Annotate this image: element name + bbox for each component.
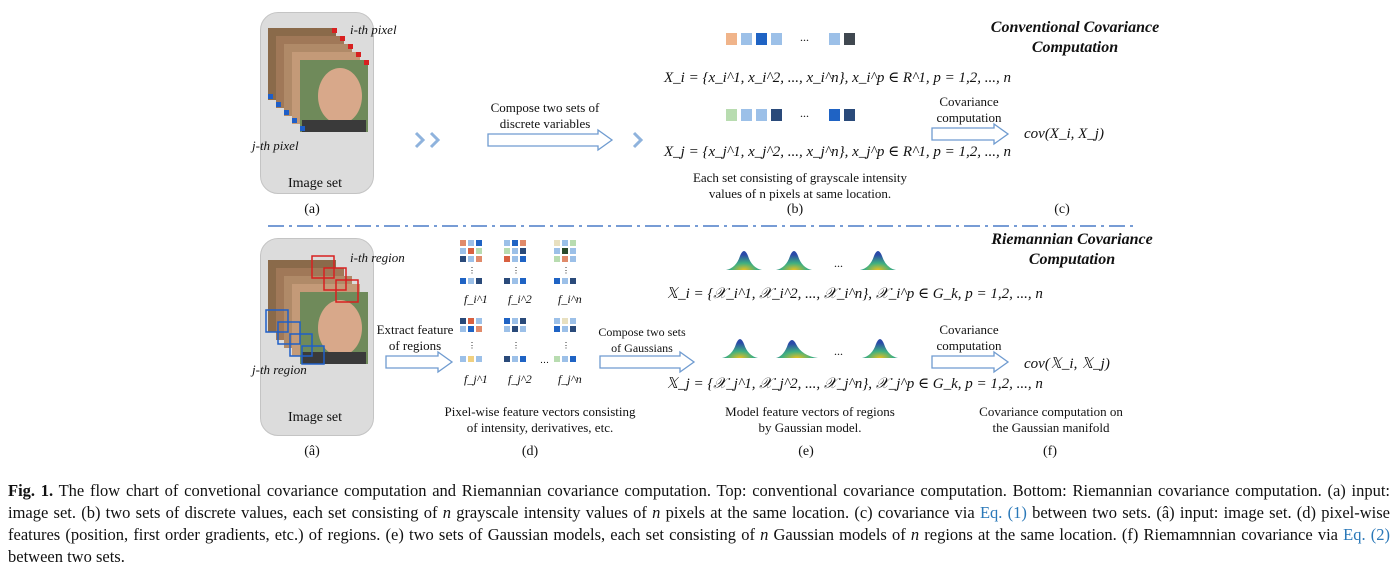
feature-label-fi2: f_i^2 [508, 292, 532, 306]
label-e: (e) [798, 444, 814, 459]
cov-result-top: cov(X_i, X_j) [1024, 126, 1104, 142]
manifold-desc: Covariance computation on the Gaussian m… [979, 404, 1123, 435]
cov-arrow-bottom [931, 350, 1010, 374]
feature-label-fj2: f_j^2 [508, 372, 532, 386]
j-region-label: j-th region [252, 362, 307, 377]
cov-arrow-top [931, 122, 1010, 146]
svg-text:⋮: ⋮ [468, 341, 476, 350]
compose-arrow-top [487, 128, 614, 152]
compose-text-top: Compose two sets of discrete variables [490, 100, 600, 131]
caption-fig-label: Fig. 1. [8, 481, 54, 500]
cov-text-top: Covariance computation [936, 94, 1002, 125]
image-set-label-top: Image set [288, 176, 343, 191]
gaussians-xi [726, 251, 896, 270]
desc-top: Each set consisting of grayscale intensi… [692, 170, 908, 201]
feature-vectors-j: ⋮ ⋮ ⋮ … [460, 318, 576, 366]
dots-gauss-j: ... [834, 344, 843, 358]
formula-bb-xj: 𝕏_j = {𝒳_j^1, 𝒳_j^2, ..., 𝒳_j^n}, 𝒳_j^p … [666, 376, 1043, 392]
cov-text-bottom: Covariance computation [936, 322, 1002, 353]
model-desc: Model feature vectors of regions by Gaus… [725, 404, 895, 435]
feature-label-fi1: f_i^1 [464, 292, 488, 306]
svg-text:⋮: ⋮ [512, 341, 520, 350]
label-d: (d) [521, 444, 539, 459]
pixel-squares-xi [726, 33, 855, 45]
face-stack-bottom [265, 255, 368, 365]
cov-result-bottom: cov(𝕏_i, 𝕏_j) [1024, 356, 1110, 372]
title-conventional: Conventional Covariance Computation [990, 19, 1160, 56]
feature-label-fjn: f_j^n [558, 372, 582, 386]
label-b: (b) [786, 202, 804, 217]
eq2-link[interactable]: Eq. (2) [1343, 525, 1390, 544]
label-c: (c) [1054, 202, 1070, 217]
title-riemannian: Riemannian Covariance Computation [991, 231, 1153, 268]
dots-gauss-i: ... [834, 256, 843, 270]
figure-caption: Fig. 1. The flow chart of convetional co… [8, 481, 1391, 566]
feature-desc: Pixel-wise feature vectors consisting of… [444, 404, 636, 435]
face-stack-top [268, 28, 369, 132]
i-pixel-label: i-th pixel [350, 22, 397, 37]
label-a: (a) [304, 202, 320, 217]
feature-label-fj1: f_j^1 [464, 372, 488, 386]
svg-text:⋮: ⋮ [562, 266, 570, 275]
i-region-label: i-th region [350, 250, 405, 265]
extract-text: Extract feature of regions [376, 322, 454, 353]
formula-bb-xi: 𝕏_i = {𝒳_i^1, 𝒳_i^2, ..., 𝒳_i^n}, 𝒳_i^p … [666, 286, 1043, 302]
label-a-hat: (â) [304, 444, 320, 459]
svg-text:⋮: ⋮ [468, 266, 476, 275]
feature-label-fin: f_i^n [558, 292, 582, 306]
pixel-squares-xj [726, 109, 855, 121]
svg-text:…: … [540, 356, 549, 366]
dots-xi: ... [800, 30, 809, 44]
svg-text:⋮: ⋮ [512, 266, 520, 275]
gaussians-xj [722, 339, 898, 358]
feature-vectors-i: ⋮ ⋮ ⋮ [460, 240, 576, 284]
eq1-link[interactable]: Eq. (1) [979, 503, 1027, 522]
chevron-right-icon-2 [632, 131, 644, 149]
j-pixel-label: j-th pixel [252, 138, 299, 153]
formula-xi: X_i = {x_i^1, x_i^2, ..., x_i^n}, x_i^p … [664, 70, 1012, 86]
compose-gaussians-text: Compose two sets of Gaussians [598, 325, 686, 355]
chevron-right-icon [414, 131, 441, 149]
label-f: (f) [1043, 444, 1057, 459]
extract-arrow [385, 350, 454, 374]
formula-xj: X_j = {x_j^1, x_j^2, ..., x_j^n}, x_j^p … [664, 144, 1012, 160]
dots-xj: ... [800, 106, 809, 120]
svg-text:⋮: ⋮ [562, 341, 570, 350]
section-divider [268, 225, 1136, 227]
compose-gaussians-arrow [599, 350, 696, 374]
image-set-label-bottom: Image set [288, 410, 343, 425]
